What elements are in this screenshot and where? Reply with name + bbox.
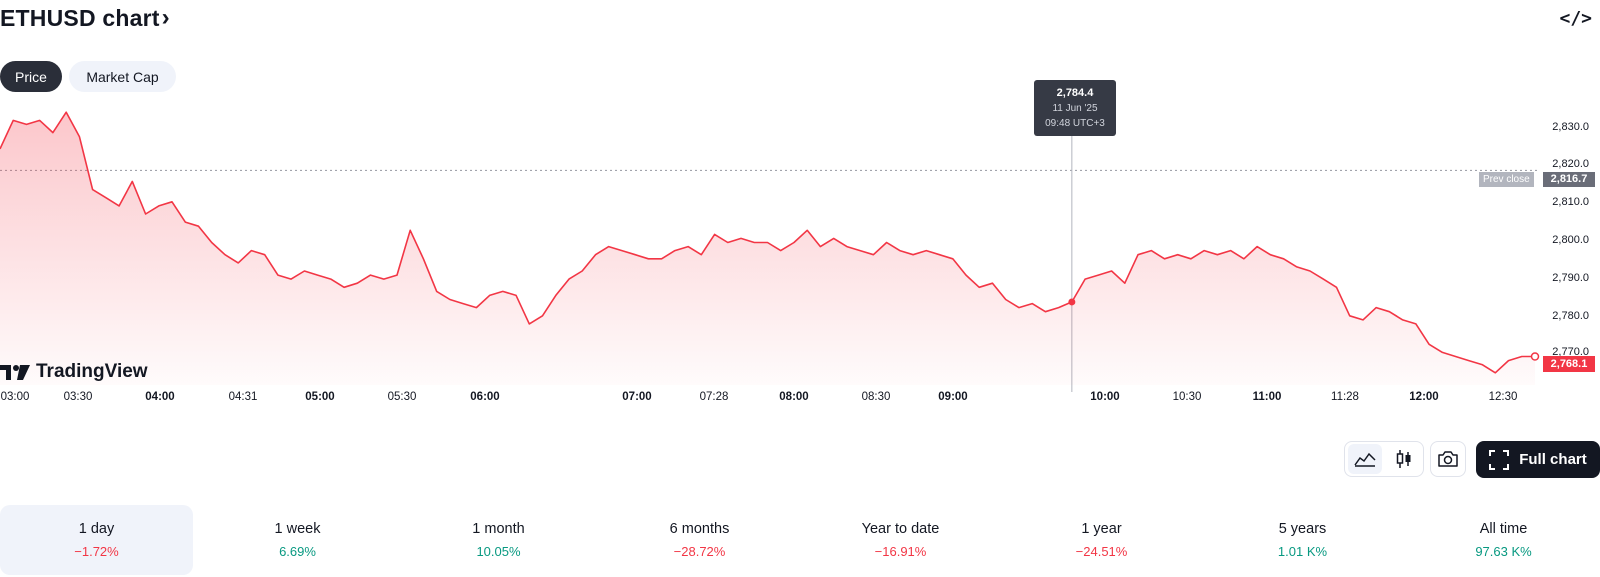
period-change: 10.05%	[476, 544, 521, 559]
time-axis-label: 10:00	[1090, 391, 1120, 403]
tab-price[interactable]: Price	[0, 61, 62, 92]
full-chart-label: Full chart	[1519, 451, 1587, 468]
time-axis-label: 03:00	[0, 391, 30, 403]
price-axis-label: 2,830.0	[1552, 121, 1589, 133]
time-axis-label: 04:00	[145, 391, 175, 403]
period-change: 6.69%	[279, 544, 316, 559]
period-selector: 1 day −1.72% 1 week 6.69% 1 month 10.05%…	[0, 505, 1600, 577]
period-1-day[interactable]: 1 day −1.72%	[0, 505, 193, 575]
period-label: 6 months	[669, 521, 730, 537]
time-axis-label: 07:00	[622, 391, 652, 403]
price-axis-label: 2,810.0	[1552, 196, 1589, 208]
period-change: −1.72%	[74, 544, 119, 559]
time-axis-label: 12:00	[1409, 391, 1439, 403]
period-5-years[interactable]: 5 years 1.01 K%	[1206, 505, 1399, 575]
price-axis-label: 2,770.0	[1552, 346, 1589, 358]
time-axis-label: 10:30	[1172, 391, 1202, 403]
prev-close-tag: Prev close	[1479, 172, 1534, 187]
period-label: 1 day	[78, 521, 115, 537]
period-label: 1 month	[472, 521, 525, 537]
price-axis-label: 2,790.0	[1552, 272, 1589, 284]
time-axis-label: 11:28	[1331, 391, 1359, 403]
camera-icon	[1438, 451, 1458, 467]
time-axis-label: 03:30	[63, 391, 93, 403]
crosshair-point	[1068, 298, 1076, 306]
chevron-right-icon: ›	[161, 4, 170, 31]
tooltip-date: 11 Jun '25	[1052, 103, 1098, 114]
time-axis-label: 07:28	[699, 391, 729, 403]
crosshair-tooltip: 2,784.4 11 Jun '25 09:48 UTC+3	[1034, 80, 1116, 136]
time-axis-label: 04:31	[228, 391, 258, 403]
period-change: −16.91%	[874, 544, 927, 559]
fullscreen-icon	[1489, 449, 1510, 470]
price-axis-label: 2,820.0	[1552, 158, 1589, 170]
prev-close-price: 2,816.7	[1543, 172, 1595, 187]
period-1-week[interactable]: 1 week 6.69%	[201, 505, 394, 575]
time-axis-label: 09:00	[938, 391, 968, 403]
price-axis-label: 2,780.0	[1552, 310, 1589, 322]
last-price-tag: 2,768.1	[1543, 356, 1595, 372]
chart-style-toggle	[1344, 441, 1424, 477]
chart-title-text: ETHUSD chart	[0, 4, 160, 31]
period-label: 1 year	[1081, 521, 1122, 537]
period-label: All time	[1479, 521, 1528, 537]
price-chart[interactable]	[0, 0, 1600, 420]
tooltip-time: 09:48 UTC+3	[1045, 118, 1105, 129]
price-area-fill	[0, 112, 1535, 385]
period-change: −24.51%	[1075, 544, 1128, 559]
time-axis-label: 08:00	[779, 391, 809, 403]
tradingview-logo-text: TradingView	[36, 361, 148, 382]
period-change: −28.72%	[673, 544, 726, 559]
embed-code-icon[interactable]: </>	[1559, 8, 1592, 29]
time-axis-label: 05:30	[387, 391, 417, 403]
period-all-time[interactable]: All time 97.63 K%	[1407, 505, 1600, 575]
time-axis-label: 12:30	[1488, 391, 1518, 403]
period-1-year[interactable]: 1 year −24.51%	[1005, 505, 1198, 575]
full-chart-button[interactable]: Full chart	[1476, 441, 1600, 478]
chart-title[interactable]: ETHUSD chart ›	[0, 4, 170, 32]
period-label: 5 years	[1278, 521, 1327, 537]
period-year-to-date[interactable]: Year to date −16.91%	[804, 505, 997, 575]
period-label: 1 week	[274, 521, 321, 537]
tradingview-logo: TradingView	[0, 361, 148, 383]
tooltip-price: 2,784.4	[1056, 87, 1094, 99]
period-change: 97.63 K%	[1475, 544, 1532, 559]
candlestick-button[interactable]	[1387, 444, 1421, 474]
area-chart-icon	[1353, 452, 1376, 467]
time-axis-label: 08:30	[861, 391, 891, 403]
price-axis-label: 2,800.0	[1552, 234, 1589, 246]
candlestick-icon	[1396, 450, 1410, 468]
screenshot-button[interactable]	[1430, 441, 1466, 477]
time-axis-label: 11:00	[1252, 391, 1282, 403]
period-6-months[interactable]: 6 months −28.72%	[603, 505, 796, 575]
time-axis-label: 06:00	[470, 391, 500, 403]
tradingview-logo-icon	[0, 364, 30, 380]
time-axis-label: 05:00	[305, 391, 335, 403]
price-line	[0, 111, 1535, 374]
period-change: 1.01 K%	[1277, 544, 1328, 559]
tab-market-cap[interactable]: Market Cap	[69, 61, 176, 92]
period-1-month[interactable]: 1 month 10.05%	[402, 505, 595, 575]
last-price-point	[1530, 352, 1540, 361]
area-chart-button[interactable]	[1347, 444, 1382, 474]
period-label: Year to date	[861, 521, 940, 537]
